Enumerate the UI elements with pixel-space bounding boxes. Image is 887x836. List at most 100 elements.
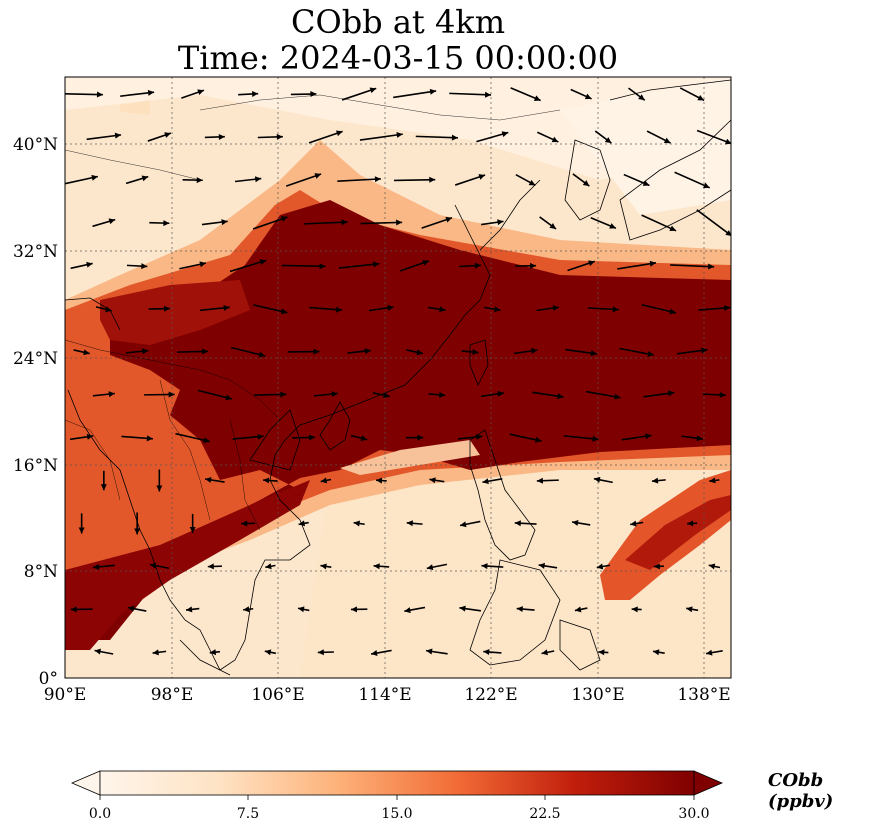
- wind-arrow-head: [264, 649, 272, 656]
- wind-arrow-head: [134, 528, 141, 535]
- wind-arrow-head: [189, 527, 196, 534]
- wind-arrow-shaft: [415, 135, 458, 139]
- colorbar: 0.0 7.5 15.0 22.5 30.0: [70, 770, 724, 822]
- low-concentration-north: [65, 77, 731, 180]
- wind-arrow-head: [572, 519, 579, 526]
- wind-arrow-head: [653, 649, 660, 656]
- wind-arrow-head: [114, 132, 122, 139]
- wind-arrow-head: [257, 433, 264, 440]
- wind-arrow-head: [197, 89, 204, 96]
- wind-arrow-head: [593, 476, 601, 483]
- wind-arrow-head: [667, 390, 675, 397]
- sulawesi-outline: [559, 619, 601, 671]
- wind-arrow-head: [163, 305, 171, 312]
- wind-arrow-head: [360, 435, 368, 442]
- wind-arrow-head: [630, 520, 637, 527]
- wind-arrow-head: [209, 649, 217, 656]
- wind-arrow-head: [91, 174, 98, 181]
- colorbar-extend-min: [70, 770, 101, 796]
- lat-tick-label: 40°N: [13, 135, 58, 155]
- wind-arrow-head: [152, 649, 159, 656]
- borneo-north-outline: [469, 559, 561, 666]
- low-concentration-northeast: [560, 77, 731, 215]
- wind-arrow-head: [530, 262, 537, 269]
- wind-arrow-head: [701, 347, 708, 354]
- wind-arrow-head: [687, 520, 694, 527]
- lon-tick-label: 106°E: [251, 685, 304, 705]
- wind-arrow-head: [451, 134, 458, 141]
- lon-axis: 90°E 98°E 106°E 114°E 122°E 130°E 138°E: [44, 685, 731, 705]
- wind-arrow-head: [549, 223, 557, 229]
- wind-arrow-head: [476, 433, 483, 440]
- wind-arrow-head: [484, 91, 492, 98]
- colorbar-tick-label: 15.0: [381, 806, 412, 822]
- himalaya-border: [65, 297, 121, 331]
- wind-arrow-head: [164, 132, 171, 138]
- wind-arrow-head: [631, 606, 638, 613]
- wind-arrow-head: [719, 391, 726, 398]
- lat-tick-label: 24°N: [13, 349, 58, 369]
- wind-arrow-head: [265, 563, 272, 570]
- lon-tick-label: 90°E: [44, 685, 87, 705]
- colorbar-extend-max: [693, 770, 724, 796]
- wind-arrow-shaft: [449, 92, 492, 96]
- wind-arrow-head: [105, 306, 112, 313]
- wind-arrow-head: [501, 131, 509, 138]
- wind-arrow-head: [387, 304, 394, 311]
- wind-arrow-shaft: [229, 259, 267, 273]
- wind-arrow-head: [478, 174, 486, 180]
- gridlines: [65, 77, 731, 678]
- wind-arrow-shaft: [641, 214, 677, 232]
- wind-arrow-head: [369, 87, 377, 94]
- wind-arrow-head: [276, 133, 283, 140]
- wind-arrow-head: [331, 391, 338, 398]
- wind-arrow-head: [163, 220, 170, 227]
- wind-arrow-head: [445, 216, 453, 223]
- plume-light-streak: [340, 440, 480, 475]
- wind-arrow-shaft: [341, 87, 377, 101]
- wind-arrow-head: [100, 484, 107, 491]
- wind-arrow-head: [396, 131, 403, 138]
- wind-arrow-head: [196, 177, 203, 184]
- wind-arrow-head: [142, 348, 149, 355]
- wind-arrow-head: [514, 520, 521, 527]
- wind-arrow-head: [86, 261, 93, 268]
- wind-arrow-head: [642, 180, 650, 186]
- wind-arrow-head: [651, 477, 659, 484]
- wind-arrow-head: [696, 435, 703, 442]
- wind-arrow-head: [614, 393, 621, 400]
- wind-arrow-head: [375, 477, 383, 484]
- wind-arrow-head: [241, 520, 248, 527]
- wind-arrow-head: [258, 351, 266, 358]
- wind-arrow-head: [708, 563, 716, 570]
- lon-tick-label: 98°E: [151, 685, 194, 705]
- wind-arrow-head: [335, 306, 343, 313]
- wind-arrow-head: [708, 263, 715, 270]
- wind-arrow-shaft: [393, 90, 437, 99]
- wind-arrow-head: [168, 391, 175, 398]
- wind-arrow-head: [709, 477, 716, 484]
- wind-arrow-head: [472, 348, 479, 355]
- wind-arrow-shaft: [281, 264, 326, 268]
- wind-arrow-head: [223, 304, 230, 311]
- wind-arrow-head: [426, 648, 433, 655]
- wind-arrow-shaft: [617, 262, 657, 270]
- wind-arrow-head: [141, 263, 148, 270]
- country-borders: [65, 94, 561, 531]
- wind-arrow-head: [70, 606, 77, 613]
- wind-arrow-head: [538, 562, 546, 569]
- wind-arrow-head: [156, 485, 163, 492]
- wind-arrow-head: [638, 94, 645, 101]
- wind-arrow-head: [221, 219, 228, 226]
- wind-arrow-head: [199, 261, 206, 268]
- wind-arrow-head: [207, 563, 214, 570]
- wind-arrow-head: [645, 433, 652, 440]
- wind-arrow-head: [588, 260, 595, 267]
- wind-arrow-head: [78, 527, 85, 534]
- gulf-tonkin-outline: [249, 409, 301, 471]
- wind-arrow-head: [149, 562, 157, 569]
- wind-arrow-head: [364, 348, 371, 355]
- wind-arrow-head: [320, 477, 328, 484]
- wind-arrow-shaft: [359, 133, 403, 141]
